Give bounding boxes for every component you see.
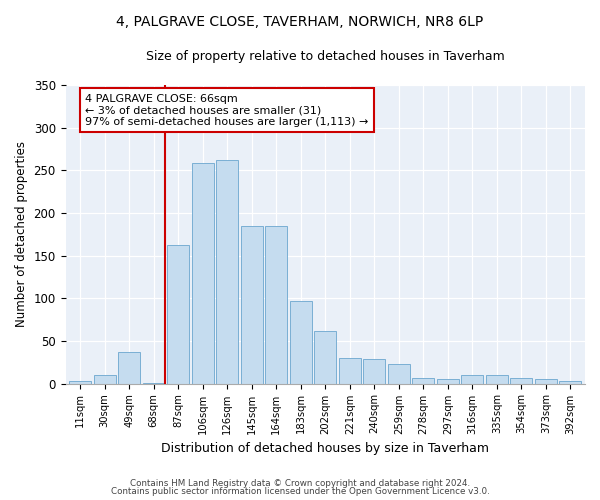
Bar [412, 378, 434, 384]
Bar [216, 160, 238, 384]
Bar [94, 375, 116, 384]
Text: 4 PALGRAVE CLOSE: 66sqm
← 3% of detached houses are smaller (31)
97% of semi-det: 4 PALGRAVE CLOSE: 66sqm ← 3% of detached… [85, 94, 368, 126]
Bar [192, 164, 214, 384]
Title: Size of property relative to detached houses in Taverham: Size of property relative to detached ho… [146, 50, 505, 63]
Bar [143, 382, 165, 384]
Bar [388, 364, 410, 384]
Y-axis label: Number of detached properties: Number of detached properties [15, 142, 28, 328]
Bar [363, 359, 385, 384]
Bar [559, 381, 581, 384]
Text: Contains public sector information licensed under the Open Government Licence v3: Contains public sector information licen… [110, 487, 490, 496]
Bar [290, 301, 312, 384]
Bar [241, 226, 263, 384]
Bar [118, 352, 140, 384]
Text: 4, PALGRAVE CLOSE, TAVERHAM, NORWICH, NR8 6LP: 4, PALGRAVE CLOSE, TAVERHAM, NORWICH, NR… [116, 15, 484, 29]
Bar [69, 381, 91, 384]
Bar [535, 380, 557, 384]
Bar [461, 375, 484, 384]
Bar [437, 380, 459, 384]
Bar [314, 330, 336, 384]
Bar [339, 358, 361, 384]
Bar [265, 226, 287, 384]
Bar [510, 378, 532, 384]
X-axis label: Distribution of detached houses by size in Taverham: Distribution of detached houses by size … [161, 442, 489, 455]
Bar [486, 375, 508, 384]
Bar [167, 244, 189, 384]
Text: Contains HM Land Registry data © Crown copyright and database right 2024.: Contains HM Land Registry data © Crown c… [130, 478, 470, 488]
